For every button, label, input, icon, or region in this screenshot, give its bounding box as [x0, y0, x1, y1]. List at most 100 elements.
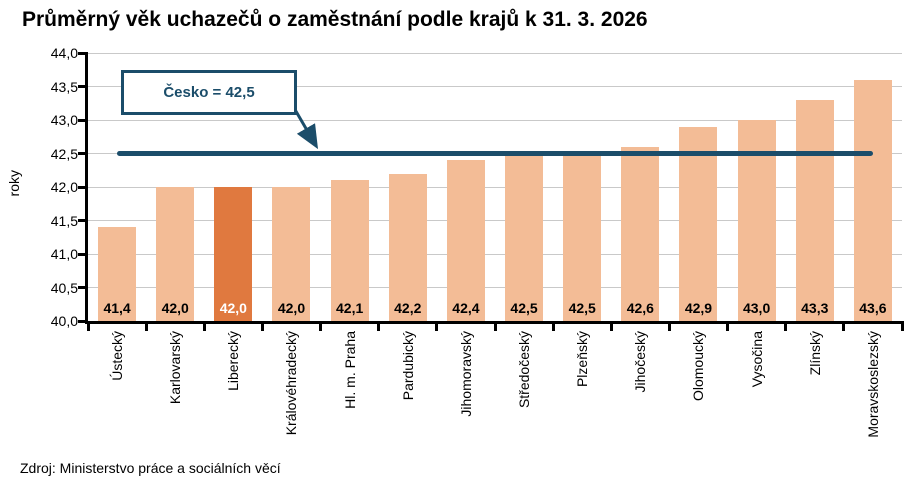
bar-value-label: 42,0	[219, 300, 247, 316]
x-axis-tick	[86, 321, 90, 331]
bar-value-label: 42,4	[452, 300, 480, 316]
x-axis-category-label: Karlovarský	[167, 331, 184, 405]
x-axis-category-label: Zlínský	[806, 331, 823, 376]
grid-line	[88, 52, 902, 54]
y-axis-tick-label: 41,5	[50, 212, 78, 229]
x-axis-tick	[667, 321, 671, 331]
x-axis-category-label: Jihočeský	[632, 331, 649, 393]
bar-value-label: 42,6	[626, 300, 654, 316]
bar-Plzeňský: 42,5	[563, 153, 602, 321]
y-axis-tick	[78, 85, 85, 88]
x-axis-tick	[609, 321, 613, 331]
y-axis-tick-label: 43,5	[50, 78, 78, 95]
bar-Středočeský: 42,5	[505, 153, 544, 321]
bar-value-label: 42,1	[336, 300, 364, 316]
bar-slot: 42,1	[321, 53, 379, 321]
y-axis-title: roky	[6, 170, 22, 197]
y-axis-tick-label: 40,5	[50, 279, 78, 296]
grid-line	[88, 86, 902, 87]
bar-Ústecký: 41,4	[98, 227, 137, 321]
annotation-label: Česko = 42,5	[163, 84, 255, 101]
x-axis-tick	[842, 321, 846, 331]
bar-Moravskoslezský: 43,6	[853, 79, 892, 321]
bar-slot: 42,4	[437, 53, 495, 321]
x-axis-tick	[319, 321, 323, 331]
bar-value-label: 42,0	[161, 300, 189, 316]
x-label-slot: Hl. m. Praha	[321, 331, 379, 457]
bar-Pardubický: 42,2	[388, 173, 427, 321]
x-axis-category-label: Královéhradecký	[283, 331, 300, 436]
bar-value-label: 42,2	[394, 300, 422, 316]
x-axis-tick	[551, 321, 555, 331]
bar-slot: 42,0	[262, 53, 320, 321]
x-label-slot: Královéhradecký	[262, 331, 320, 457]
y-axis-tick-label: 44,0	[50, 45, 78, 61]
y-axis-tick	[78, 118, 85, 122]
x-label-slot: Ústecký	[88, 331, 146, 457]
chart-title: Průměrný věk uchazečů o zaměstnání podle…	[22, 8, 648, 31]
x-label-slot: Olomoucký	[669, 331, 727, 457]
x-axis-category-label: Plzeňský	[574, 331, 591, 388]
y-axis-tick-label: 40,0	[50, 313, 78, 329]
bar-value-label: 41,4	[103, 300, 131, 316]
bar-Karlovarský: 42,0	[156, 187, 195, 321]
y-axis-tick-label: 42,0	[50, 179, 78, 195]
bar-slot: 43,0	[728, 53, 786, 321]
bar-value-label: 42,5	[510, 300, 538, 316]
x-axis-category-label: Vysočina	[748, 331, 765, 388]
bars: 41,4 42,0 42,0 42,0 42,1 42,2 42,4 42,5 42,5 42,6…	[88, 53, 902, 321]
x-label-slot: Vysočina	[728, 331, 786, 457]
bar-value-label: 42,5	[568, 300, 596, 316]
y-axis-tick	[78, 252, 85, 256]
x-axis-tick	[144, 321, 148, 331]
bar-value-label: 43,0	[742, 300, 771, 316]
bar-value-label: 43,3	[801, 300, 829, 316]
bar-slot: 42,6	[611, 53, 669, 321]
y-axis-tick-label: 41,0	[50, 246, 78, 262]
y-axis-tick	[78, 286, 85, 289]
x-axis-category-label: Olomoucký	[690, 331, 707, 402]
x-label-slot: Zlínský	[786, 331, 844, 457]
x-axis-tick	[493, 321, 497, 331]
x-label-slot: Karlovarský	[146, 331, 204, 457]
x-label-slot: Jihomoravský	[437, 331, 495, 457]
bar-slot: 42,0	[146, 53, 204, 321]
annotation-box: Česko = 42,5	[121, 70, 297, 115]
bar-slot: 42,2	[379, 53, 437, 321]
grid-line	[88, 253, 902, 255]
reference-line	[117, 151, 873, 156]
x-axis-category-label: Hl. m. Praha	[341, 331, 358, 409]
y-axis-tick	[78, 51, 85, 55]
bar-Jihomoravský: 42,4	[446, 160, 485, 321]
bar-slot: 42,5	[495, 53, 553, 321]
y-axis-line	[85, 52, 88, 324]
x-axis-ticks	[86, 321, 904, 331]
bar-Jihočeský: 42,6	[621, 146, 660, 321]
bar-value-label: 43,6	[859, 300, 887, 316]
bar-slot: 42,0	[204, 53, 262, 321]
y-axis-tick	[78, 152, 85, 155]
y-axis-tick	[78, 319, 85, 323]
x-axis-category-labels: Ústecký Karlovarský Liberecký Královéhradec…	[88, 331, 902, 457]
x-axis-tick	[377, 321, 381, 331]
y-axis-tick	[78, 185, 85, 189]
x-label-slot: Moravskoslezský	[844, 331, 902, 457]
x-axis-tick	[260, 321, 264, 331]
grid-line	[88, 220, 902, 221]
x-label-slot: Plzeňský	[553, 331, 611, 457]
x-axis-category-label: Středočeský	[516, 331, 533, 409]
x-axis-tick	[202, 321, 206, 331]
x-axis-tick	[784, 321, 788, 331]
bar-slot: 42,9	[669, 53, 727, 321]
grid-line	[88, 287, 902, 288]
bar-Hl. m. Praha: 42,1	[330, 180, 369, 321]
y-axis-tick-labels: 40,0 40,5 41,0 41,5 42,0 42,5 43,0 43,5 44,0	[28, 45, 78, 329]
x-axis-tick	[435, 321, 439, 331]
bar-slot: 43,3	[786, 53, 844, 321]
x-label-slot: Středočeský	[495, 331, 553, 457]
bar-Zlínský: 43,3	[795, 99, 834, 321]
x-axis-category-label: Ústecký	[109, 331, 126, 381]
bar-value-label: 42,9	[684, 300, 713, 316]
bar-Olomoucký: 42,9	[679, 126, 718, 321]
x-axis-tick	[900, 321, 904, 331]
